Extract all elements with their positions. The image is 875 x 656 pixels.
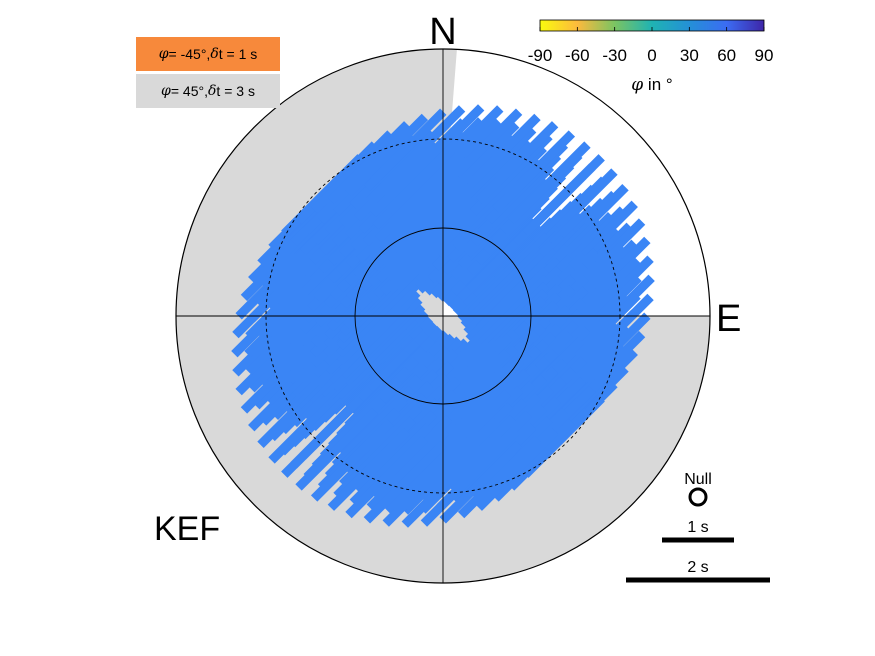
splitting-bar	[382, 444, 466, 527]
splitting-bar	[295, 407, 379, 491]
splitting-bar	[382, 105, 466, 188]
colorbar-tick-label: -60	[565, 46, 590, 65]
splitting-bar	[475, 121, 559, 204]
splitting-bar	[385, 131, 469, 215]
colorbar-label: φ in °	[631, 75, 672, 95]
colorbar-tick-label: -90	[528, 46, 553, 65]
legend-2-phi-value: = 45°,	[170, 83, 208, 99]
colorbar-tick-label: 30	[680, 46, 699, 65]
splitting-bar	[327, 121, 411, 204]
splitting-bar	[457, 435, 541, 519]
legend-2-phi: φ	[161, 83, 171, 99]
colorbar-tick-label: 0	[647, 46, 656, 65]
colorbar-label-symbol: φ	[631, 75, 643, 95]
splitting-bar	[492, 130, 576, 214]
east-label: E	[716, 298, 741, 340]
splitting-bar	[394, 209, 478, 293]
splitting-bar	[384, 118, 467, 202]
legend-2-dt-value: t = 3 s	[216, 83, 255, 99]
colorbar-ticks: -90 -60 -30 0 30 60 90	[528, 27, 774, 65]
legend-1-phi-value: = -45°,	[168, 46, 211, 62]
splitting-bar	[327, 428, 411, 511]
colorbar-tick-label: -30	[602, 46, 627, 65]
splitting-bar	[507, 141, 591, 225]
legend-2-delta: δ	[207, 83, 217, 99]
splitting-bar	[463, 252, 547, 336]
splitting-bar	[281, 395, 364, 478]
splitting-bar	[475, 428, 559, 511]
legend-1-delta: δ	[210, 46, 219, 62]
splitting-bar	[522, 154, 605, 237]
splitting-bar	[465, 260, 549, 343]
splitting-bar	[466, 267, 550, 351]
splitting-bar	[492, 418, 576, 502]
splitting-bar	[345, 113, 429, 197]
splitting-bar	[392, 196, 476, 280]
splitting-bar	[391, 183, 475, 267]
splitting-bar	[349, 423, 433, 506]
null-marker	[688, 487, 708, 507]
splitting-bar	[310, 130, 394, 214]
splitting-bar	[389, 170, 473, 254]
splitting-bar	[457, 113, 541, 197]
scale-bar-2s-label: 2 s	[687, 559, 708, 576]
splitting-bar	[345, 435, 429, 519]
splitting-bar	[439, 440, 523, 524]
splitting-bar	[310, 418, 394, 502]
splitting-bar	[337, 289, 421, 372]
north-label: N	[429, 11, 456, 53]
splitting-bar	[354, 410, 437, 494]
splitting-bar	[363, 108, 447, 192]
splitting-bar	[384, 430, 467, 514]
outer-circle	[175, 48, 711, 584]
colorbar-tick-label: 60	[717, 46, 736, 65]
colorbar-tick-label: 90	[755, 46, 774, 65]
legend-1-dt-value: t = 1 s	[218, 46, 258, 62]
splitting-bar	[420, 444, 504, 527]
station-label: KEF	[154, 510, 220, 548]
splitting-bar	[363, 440, 447, 524]
splitting-bar	[386, 144, 470, 228]
splitting-bars	[231, 104, 655, 528]
scale-bar-1s-label: 1 s	[687, 519, 708, 536]
colorbar-label-text: in °	[643, 75, 672, 94]
splitting-bar	[339, 296, 423, 380]
splitting-bar	[388, 157, 472, 241]
splitting-bar	[384, 197, 467, 281]
legend-1-phi: φ	[158, 46, 169, 62]
splitting-bar	[366, 428, 450, 511]
null-label: Null	[684, 471, 712, 488]
splitting-bar	[336, 281, 420, 365]
